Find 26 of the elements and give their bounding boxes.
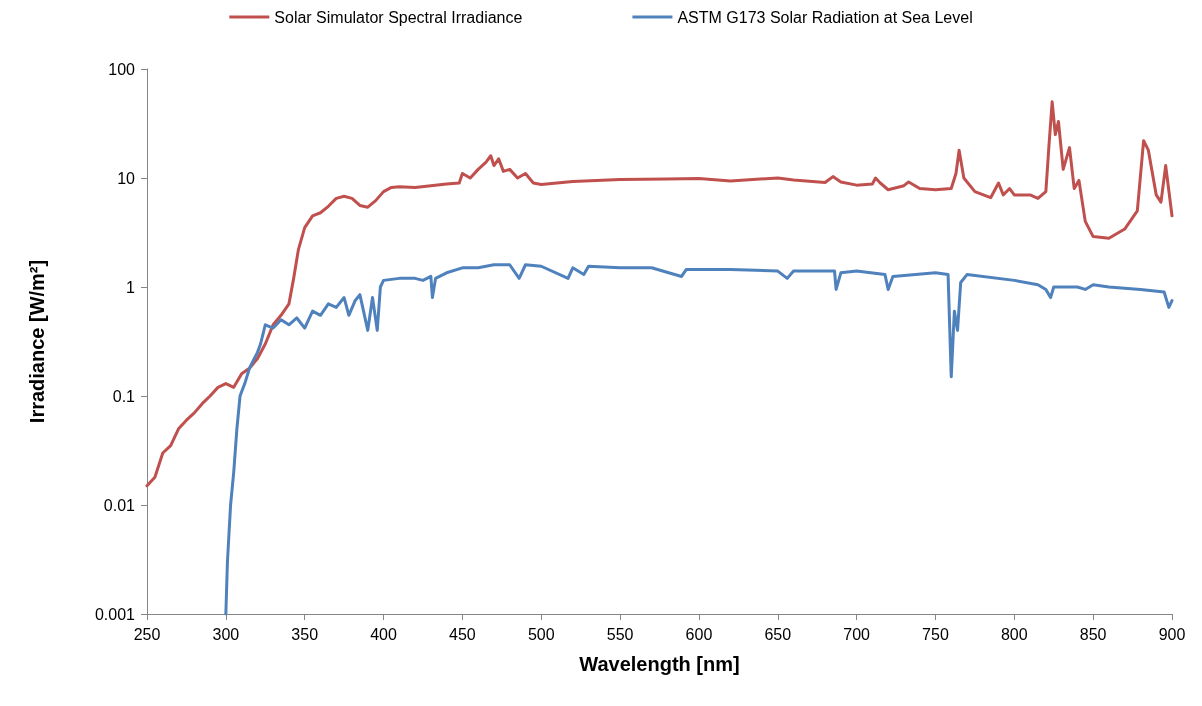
y-tick-label: 1 <box>126 278 136 296</box>
x-tick-label: 400 <box>370 625 397 643</box>
y-tick-label: 10 <box>117 169 136 187</box>
x-tick-label: 300 <box>212 625 240 643</box>
x-tick-label: 500 <box>527 625 555 643</box>
x-tick-label: 900 <box>1158 625 1186 643</box>
x-tick-label: 350 <box>291 625 319 643</box>
x-tick-label: 650 <box>764 625 792 643</box>
x-tick-label: 800 <box>1000 625 1028 643</box>
y-tick-label: 0.001 <box>94 605 136 623</box>
line-series <box>224 263 1174 616</box>
line-series <box>145 100 1174 488</box>
x-tick-label: 750 <box>922 625 949 643</box>
y-tick-label: 0.1 <box>112 387 136 405</box>
x-axis-title: Wavelength [nm] <box>579 653 740 675</box>
x-tick-label: 550 <box>606 625 634 643</box>
legend-label: ASTM G173 Solar Radiation at Sea Level <box>677 8 973 26</box>
y-tick-label: 0.01 <box>103 496 136 514</box>
legend-label: Solar Simulator Spectral Irradiance <box>274 8 523 26</box>
x-tick-label: 850 <box>1079 625 1107 643</box>
x-tick-label: 250 <box>133 625 161 643</box>
x-tick-label: 450 <box>449 625 476 643</box>
x-tick-label: 700 <box>843 625 871 643</box>
y-tick-label: 100 <box>108 60 136 78</box>
x-tick-label: 600 <box>685 625 713 643</box>
y-axis-title: Irradiance [W/m²] <box>26 259 48 424</box>
